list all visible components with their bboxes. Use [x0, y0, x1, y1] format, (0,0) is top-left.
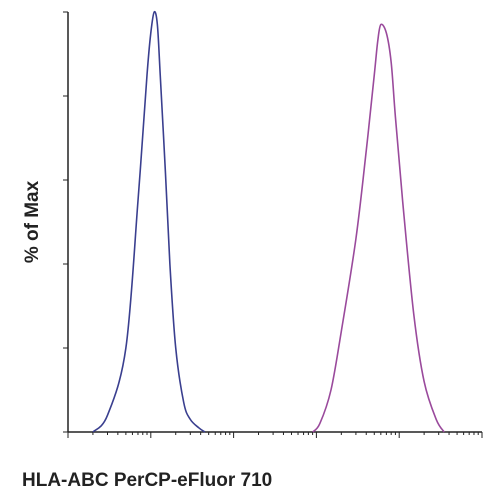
series-layer — [92, 10, 445, 433]
histogram-series-2 — [312, 23, 445, 433]
x-axis-ticks — [67, 432, 483, 438]
y-axis-ticks — [63, 11, 68, 433]
y-axis-label: % of Max — [22, 180, 43, 263]
histogram-series-1 — [92, 10, 206, 433]
x-axis-label: HLA-ABC PerCP-eFluor 710 — [22, 470, 272, 491]
